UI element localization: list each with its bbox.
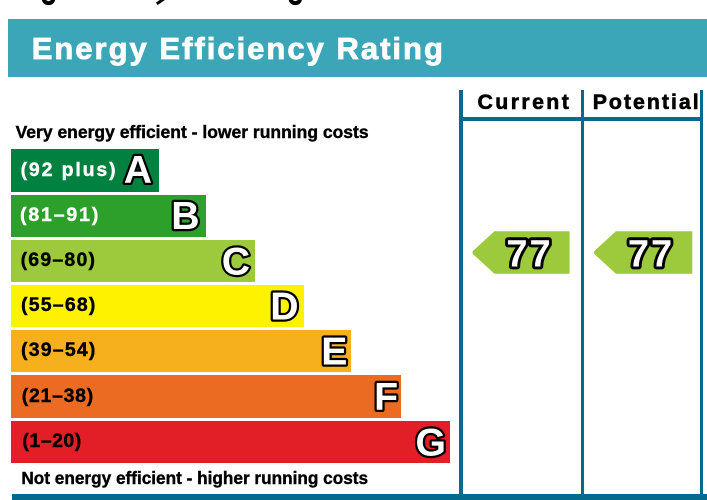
svg-text:A: A bbox=[124, 149, 152, 192]
svg-text:77: 77 bbox=[628, 233, 674, 275]
svg-text:G: G bbox=[416, 421, 446, 464]
svg-text:B: B bbox=[171, 195, 199, 238]
svg-text:C: C bbox=[222, 241, 250, 284]
svg-text:77: 77 bbox=[506, 233, 552, 275]
svg-text:F: F bbox=[374, 376, 398, 419]
svg-text:E: E bbox=[321, 331, 347, 374]
svg-text:D: D bbox=[270, 286, 298, 329]
